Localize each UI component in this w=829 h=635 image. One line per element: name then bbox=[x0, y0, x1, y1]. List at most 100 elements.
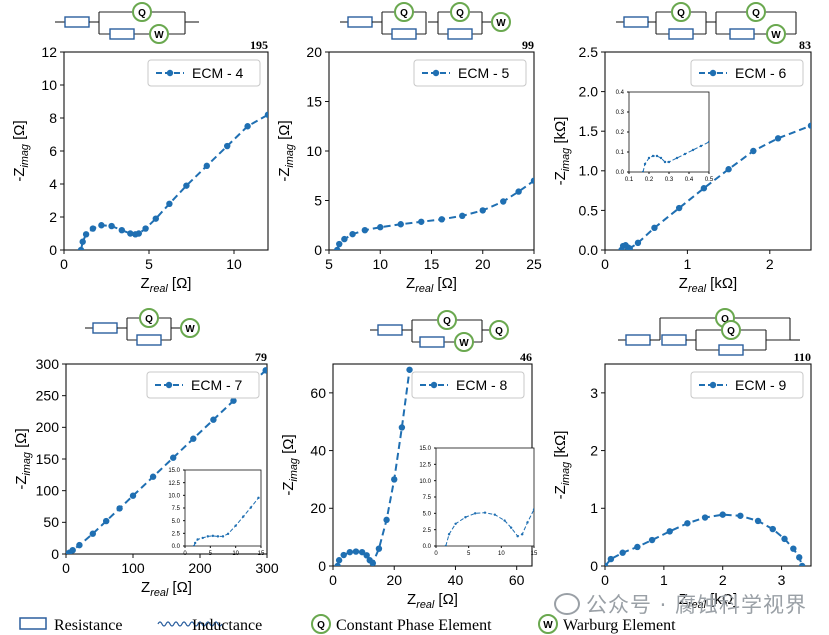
panel-8-circuit: QWQ bbox=[370, 310, 509, 352]
cpe-symbol-symbol: Q bbox=[456, 8, 464, 19]
panel-4-series-point-12 bbox=[166, 200, 173, 207]
panel-4-xtick-label-2: 10 bbox=[226, 256, 242, 272]
panel-6-series-point-11 bbox=[774, 135, 782, 142]
panel-7-inset-series-point-9 bbox=[234, 524, 237, 527]
panel-9-xtick-label-0: 0 bbox=[601, 572, 609, 588]
panel-7-legend-marker bbox=[165, 381, 173, 389]
warburg-symbol bbox=[149, 24, 169, 44]
panel-8-series-point-13 bbox=[406, 366, 413, 373]
panel-5-series-point-12 bbox=[515, 188, 522, 195]
warburg-symbol bbox=[180, 318, 200, 338]
panel-8-inset-series-point-5 bbox=[483, 511, 487, 514]
panel-7-series-point-6 bbox=[116, 505, 123, 512]
panel-7-inset-xtick-label-2: 10 bbox=[232, 551, 239, 557]
warburg-symbol bbox=[491, 12, 511, 32]
panel-4-series-point-5 bbox=[108, 222, 115, 230]
panel-8-inset-ytick-label-2: 5.0 bbox=[423, 511, 432, 517]
panel-6-inset-xtick-label-1: 0.2 bbox=[645, 177, 654, 183]
cpe-symbol bbox=[394, 2, 414, 22]
panel-8-legend bbox=[411, 371, 525, 399]
panel-4-series-point-14 bbox=[203, 162, 210, 170]
panel-6-inset-series-point-0 bbox=[641, 170, 645, 172]
panel-7-series-point-5 bbox=[103, 517, 110, 525]
cpe-symbol-symbol: Q bbox=[400, 8, 408, 19]
panel-6-series-point-10 bbox=[750, 147, 757, 155]
panel-8-annotation: 46 bbox=[520, 350, 532, 364]
panel-9-series-point-11 bbox=[769, 525, 776, 533]
panel-6-inset-series-point-2 bbox=[647, 156, 651, 160]
inductance-key-icon bbox=[157, 621, 223, 627]
panel-9-series-point-2 bbox=[619, 549, 626, 556]
panel-6-annotation: 83 bbox=[799, 38, 811, 52]
panel-5-series-point-4 bbox=[361, 227, 369, 234]
panel-8-xtick-label-2: 40 bbox=[448, 572, 464, 588]
panel-4-legend bbox=[147, 59, 261, 87]
panel-8-inset: 0 5 10 15 0.0 2.5 5.0 7.5 10.0 12.5 15.0 bbox=[419, 446, 538, 557]
panel-6-series-point-8 bbox=[700, 185, 708, 192]
panel-5-ytick-label-0: 0 bbox=[314, 242, 322, 258]
panel-9-ytick-label-3: 3 bbox=[590, 385, 598, 401]
panel-4-series-point-13 bbox=[183, 182, 190, 189]
panel-4-series-point-16 bbox=[244, 123, 251, 130]
panel-7-inset-ytick-label-3: 7.5 bbox=[172, 506, 181, 512]
resistance-symbol bbox=[377, 324, 403, 336]
panel-5-series-point-11 bbox=[500, 198, 507, 205]
panel-8-inset-series-point-9 bbox=[516, 535, 519, 538]
resistance-symbol bbox=[64, 16, 90, 28]
panel-4-series-point-9 bbox=[135, 230, 142, 237]
panel-8-legend-label: ECM - 8 bbox=[456, 377, 508, 393]
panel-4-circuit: QW bbox=[55, 2, 199, 44]
resistance-symbol bbox=[391, 28, 417, 40]
panel-8-inset-series-point-10 bbox=[521, 533, 524, 536]
panel-8-series-point-8 bbox=[369, 559, 376, 566]
panel-4-ytick-label-1: 2 bbox=[49, 209, 57, 225]
panel-7-ytick-label-2: 100 bbox=[36, 483, 60, 499]
panel-7-inset-series-point-0 bbox=[192, 544, 196, 546]
panel-8-inset-data bbox=[444, 508, 534, 546]
panel-4-xtick-label-1: 5 bbox=[145, 256, 153, 272]
panel-7-inset-ytick-label-5: 12.5 bbox=[168, 481, 180, 487]
panel-8-inset-series-point-0 bbox=[444, 544, 447, 546]
panel-8-series-point-12 bbox=[398, 424, 406, 431]
panel-6-inset-series-point-7 bbox=[667, 160, 671, 164]
element-key: Resistance Inductance Q Constant Phase Elem… bbox=[19, 614, 676, 634]
panel-8-series-point-6 bbox=[363, 552, 370, 559]
panel-9-series-point-12 bbox=[781, 535, 788, 543]
panel-6-inset-series-point-11 bbox=[699, 144, 703, 148]
panel-7-inset-series-point-8 bbox=[226, 532, 230, 536]
wechat-icon bbox=[553, 593, 580, 615]
panel-8-series-point-2 bbox=[340, 551, 347, 559]
panel-7-series-point-12 bbox=[230, 397, 237, 404]
panel-6-inset-ytick-label-0: 0.0 bbox=[616, 170, 625, 176]
cpe-symbol-symbol: Q bbox=[721, 314, 729, 325]
panel-7-inset-series-point-11 bbox=[249, 506, 253, 509]
panel-8-inset-series-point-3 bbox=[464, 516, 467, 519]
panel-6-xlabel: Zreal [kΩ] bbox=[679, 275, 737, 295]
panel-6-xtick-label-2: 2 bbox=[766, 256, 774, 272]
cpe-symbol bbox=[132, 2, 152, 22]
panel-6-xtick-label-1: 1 bbox=[684, 256, 692, 272]
panel-8-xtick-label-1: 20 bbox=[386, 572, 402, 588]
panel-5-legend-label: ECM - 5 bbox=[458, 65, 510, 81]
cpe-symbol-symbol: Q bbox=[727, 326, 735, 337]
panel-6-series-point-12 bbox=[807, 122, 811, 129]
panel-5-xtick-label-4: 25 bbox=[526, 256, 542, 272]
panel-4: 0 5 10 0 2 4 6 8 10 12 Zreal [Ω] -Zimag [Ω] ECM - 4 1… bbox=[11, 38, 269, 295]
panel-5-ytick-label-2: 10 bbox=[306, 143, 322, 159]
cpe-symbol-symbol: Q bbox=[145, 314, 153, 325]
panel-6-ytick-label-5: 2.5 bbox=[579, 44, 599, 60]
panel-6-inset-series-point-8 bbox=[675, 156, 679, 160]
panel-5-series-point-1 bbox=[336, 240, 343, 248]
panel-8-series-point-1 bbox=[335, 557, 343, 564]
panel-8-inset-ytick-label-5: 12.5 bbox=[419, 462, 431, 468]
panel-8-xtick-label-3: 60 bbox=[509, 572, 525, 588]
panel-8-inset-ytick-label-6: 15.0 bbox=[419, 446, 431, 452]
panel-7-inset-ytick-label-1: 2.5 bbox=[172, 531, 181, 537]
panel-7-inset-series-point-12 bbox=[257, 496, 260, 500]
panel-5-xtick-label-1: 10 bbox=[372, 256, 388, 272]
panel-8: 0 20 40 60 0 20 40 60 Zreal [Ω] -Zimag [Ω] ECM - 8… bbox=[280, 350, 538, 611]
panel-6-xtick-label-0: 0 bbox=[601, 256, 609, 272]
panel-6-ytick-label-0: 0.0 bbox=[579, 242, 599, 258]
panel-8-inset-ytick-label-0: 0.0 bbox=[423, 544, 432, 550]
